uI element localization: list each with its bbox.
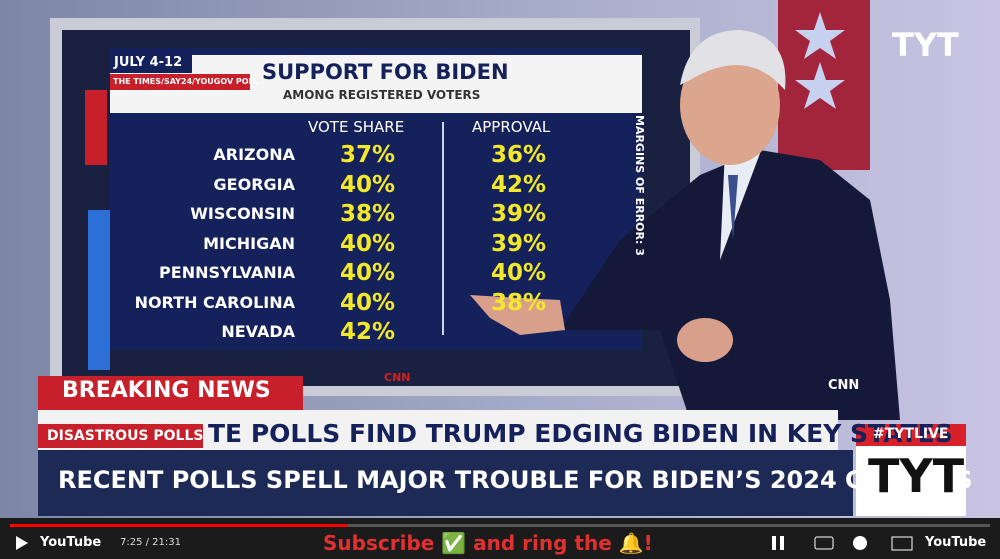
approval: 36% <box>491 142 547 168</box>
state-name: GEORGIA <box>213 174 295 194</box>
progress-played[interactable] <box>10 524 348 527</box>
breaking-label: BREAKING NEWS <box>62 378 271 403</box>
poll-subtitle: AMONG REGISTERED VOTERS <box>283 88 481 102</box>
logo: TYT <box>868 449 965 503</box>
miniplayer-button[interactable] <box>891 536 913 551</box>
vote-share: 40% <box>340 171 396 198</box>
time-display: 7:25 / 21:31 <box>120 537 182 548</box>
headline-bar <box>38 450 853 516</box>
network-logo: CNN <box>384 371 411 384</box>
poll-title: SUPPORT FOR BIDEN <box>262 60 509 84</box>
tag-box <box>38 424 203 448</box>
youtube-brand[interactable]: YouTube <box>40 535 102 550</box>
vote-share: 40% <box>340 230 396 257</box>
presenter-hand <box>677 318 733 362</box>
screen-bar <box>85 90 107 165</box>
pause-button[interactable] <box>772 536 776 550</box>
presenter-hand <box>470 295 565 335</box>
vote-share: 37% <box>340 142 396 168</box>
presenter-head <box>680 45 780 165</box>
star <box>795 12 845 59</box>
poll-source: THE TIMES/SAY24/YOUGOV POLL <box>113 77 259 86</box>
tag-label: DISASTROUS POLLS <box>47 428 204 444</box>
approval: 38% <box>491 289 547 316</box>
approval: 39% <box>491 201 547 227</box>
vote-share: 40% <box>340 289 396 316</box>
youtube-brand[interactable]: YouTube <box>925 535 987 550</box>
pause-button[interactable] <box>780 536 784 550</box>
presenter-tie <box>728 175 738 240</box>
source-box <box>110 74 250 90</box>
progress-track <box>10 524 990 527</box>
star <box>795 62 845 109</box>
cc-button[interactable] <box>814 536 834 550</box>
headline: RECENT POLLS SPELL MAJOR TROUBLE FOR BID… <box>58 466 973 494</box>
hashtag-box <box>856 424 966 446</box>
settings-button[interactable] <box>853 536 867 550</box>
poll-date: JULY 4-12 <box>114 55 183 70</box>
approval: 39% <box>491 230 547 257</box>
hashtag: #TYTLIVE <box>873 426 949 442</box>
state-name: ARIZONA <box>213 145 295 164</box>
logo-box <box>856 446 966 516</box>
presenter-hair <box>680 30 786 90</box>
corner-network: CNN <box>828 378 860 393</box>
state-name: MICHIGAN <box>203 233 295 253</box>
approval: 42% <box>491 171 547 198</box>
screen-bar <box>88 210 110 370</box>
state-name: WISCONSIN <box>190 204 295 223</box>
state-name: NEVADA <box>221 322 295 341</box>
vote-share: 38% <box>340 201 396 227</box>
vote-share: 40% <box>340 260 396 286</box>
date-box <box>110 55 192 73</box>
state-name: NORTH CAROLINA <box>134 292 295 312</box>
vote-share: 42% <box>340 319 396 345</box>
cnn-headline: TE POLLS FIND TRUMP EDGING BIDEN IN KEY … <box>208 419 953 448</box>
column-header: APPROVAL <box>472 118 551 136</box>
margin-note: MARGINS OF ERROR: 3 <box>633 115 646 256</box>
presenter-suit <box>560 150 900 420</box>
approval: 40% <box>491 260 547 286</box>
corner-logo: TYT <box>892 26 959 64</box>
breaking-bar <box>38 376 303 410</box>
state-name: PENNSYLVANIA <box>159 263 295 282</box>
play-button[interactable] <box>16 536 28 550</box>
column-header: VOTE SHARE <box>308 118 405 136</box>
subscribe-text: Subscribe ✅ and ring the 🔔! <box>323 531 653 555</box>
